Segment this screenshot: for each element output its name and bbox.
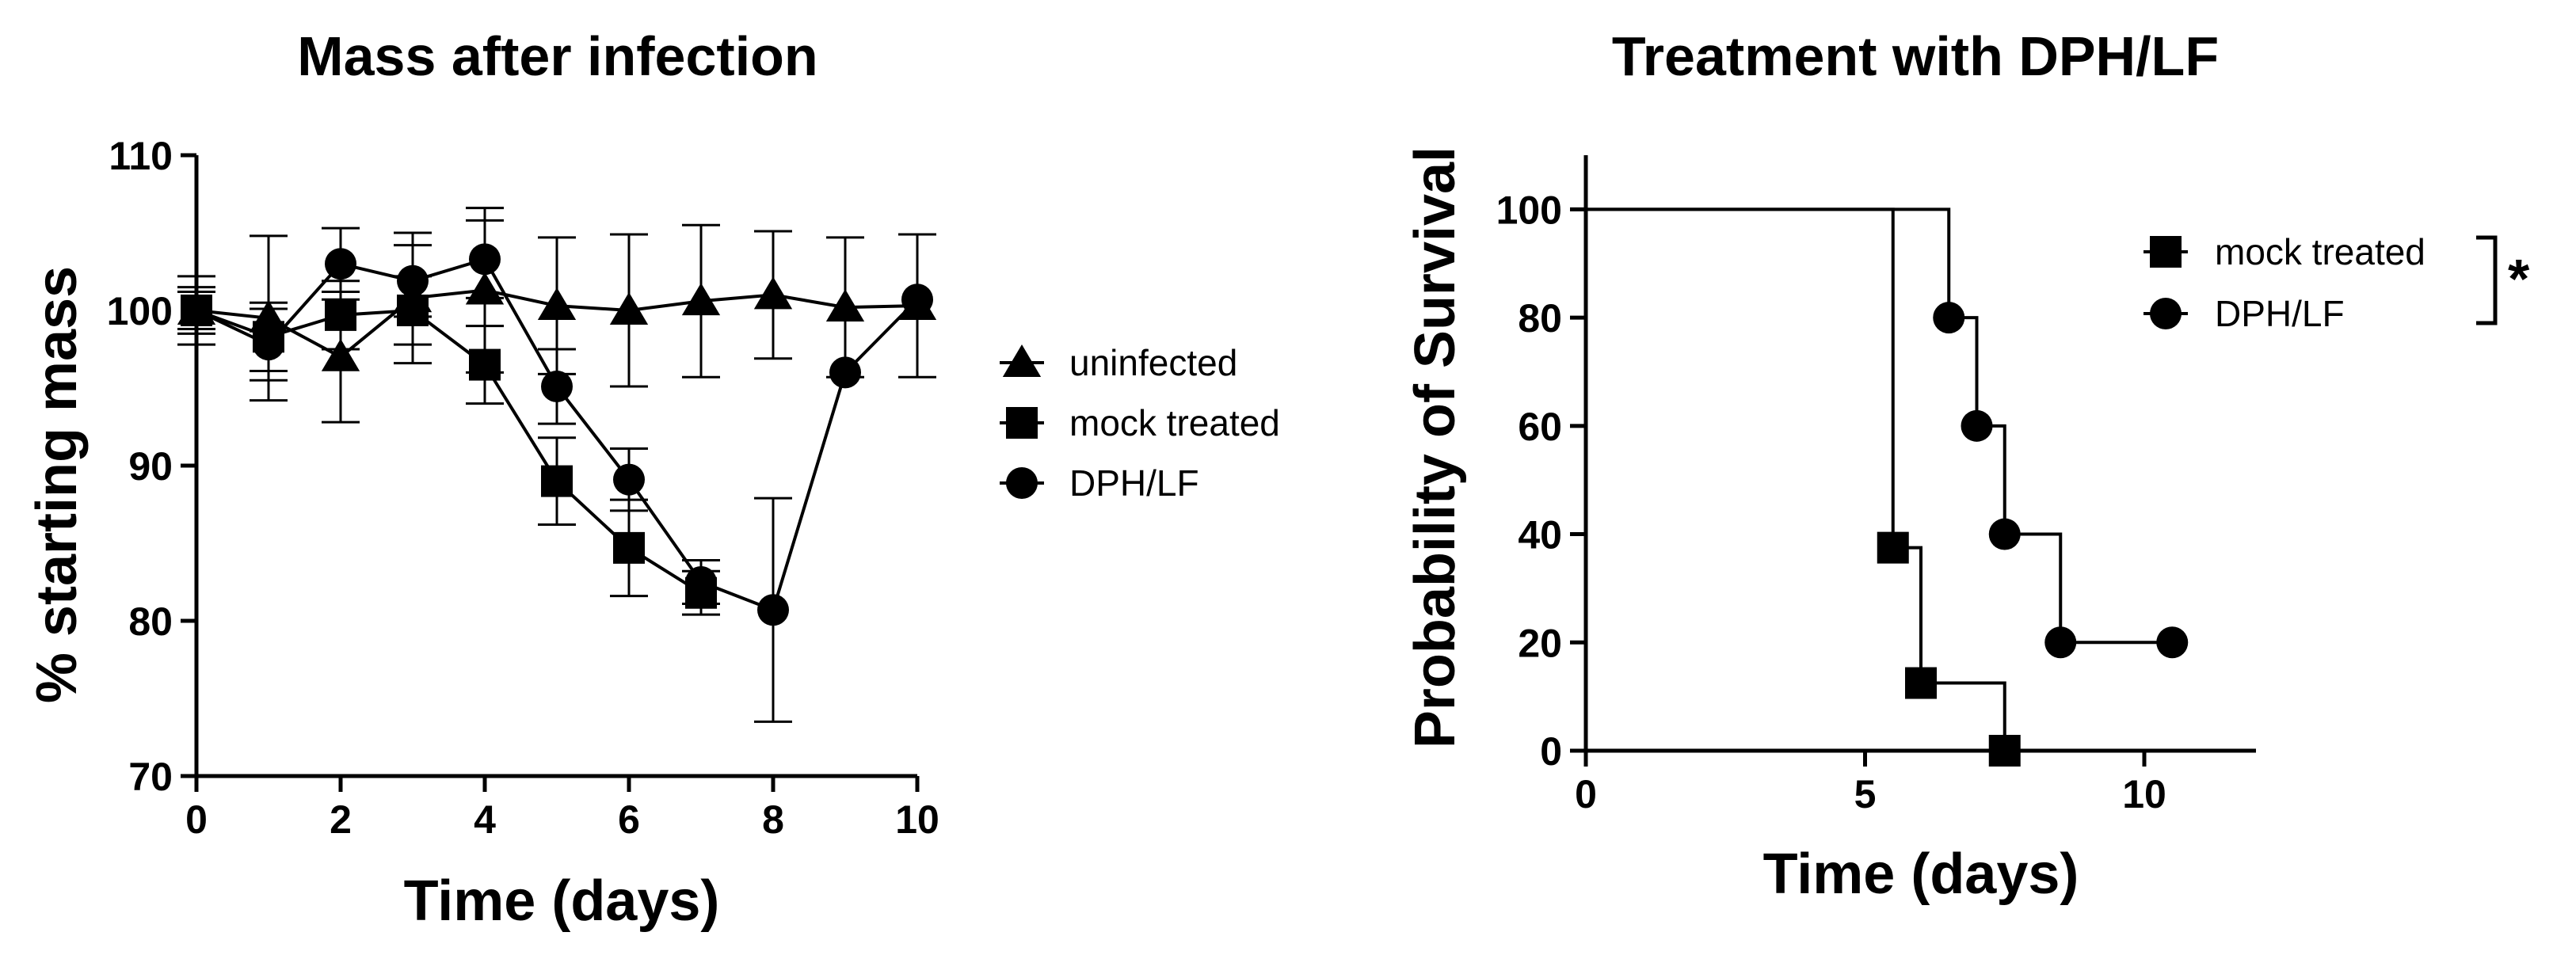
series-dph-lf — [1586, 207, 2189, 659]
data-point — [181, 295, 212, 326]
data-point — [541, 465, 573, 497]
data-point — [1933, 302, 1965, 334]
legend-label: DPH/LF — [1069, 462, 1199, 504]
data-point — [1988, 735, 2021, 767]
x-tick-label: 2 — [330, 797, 352, 842]
x-tick-label: 10 — [2122, 772, 2166, 816]
y-tick-label: 20 — [1518, 621, 1562, 665]
survival-chart: Treatment with DPH/LF Time (days) Probab… — [1404, 25, 2530, 906]
data-point — [325, 248, 356, 280]
data-point — [901, 283, 933, 316]
data-point — [2044, 626, 2077, 659]
significance-star: * — [2508, 248, 2530, 310]
legend-marker — [2150, 236, 2182, 268]
mass-chart-axes: 70 80 90 100 110 0 2 4 6 8 10 — [107, 134, 939, 842]
data-point — [613, 463, 645, 496]
legend-marker — [1006, 467, 1038, 499]
survival-chart-legend: mock treated DPH/LF * — [2143, 231, 2530, 334]
series-mock-treated — [177, 275, 720, 616]
data-point — [1961, 409, 1993, 442]
y-tick-label: 100 — [1496, 188, 1562, 232]
survival-step-line — [1586, 207, 2173, 645]
data-point — [1905, 667, 1937, 699]
mass-chart-ylabel: % starting mass — [25, 266, 89, 703]
y-tick-label: 80 — [128, 599, 173, 644]
x-tick-label: 0 — [185, 797, 208, 842]
x-tick-label: 6 — [618, 797, 640, 842]
data-point — [685, 566, 717, 598]
x-tick-label: 8 — [762, 797, 784, 842]
x-tick-label: 5 — [1854, 772, 1877, 816]
series-dph-lf — [177, 219, 933, 723]
data-point — [537, 287, 577, 321]
y-tick-label: 100 — [107, 289, 173, 333]
data-point — [1877, 531, 1909, 564]
significance-bracket — [2476, 235, 2498, 325]
y-tick-label: 90 — [128, 444, 173, 489]
survival-step-line — [1586, 207, 2006, 751]
legend-marker — [2150, 298, 2182, 329]
data-point — [753, 276, 793, 310]
data-point — [681, 283, 721, 316]
data-point — [397, 264, 429, 297]
survival-chart-ylabel: Probability of Survival — [1404, 146, 1467, 748]
survival-chart-axes: 0 20 40 60 80 100 0 5 10 — [1496, 155, 2256, 816]
data-point — [757, 594, 789, 626]
legend-label: mock treated — [2215, 231, 2425, 272]
data-point — [609, 292, 649, 325]
mass-chart: Mass after infection Time (days) % start… — [25, 25, 1280, 933]
y-tick-label: 60 — [1518, 405, 1562, 449]
y-tick-label: 40 — [1518, 513, 1562, 557]
data-point — [1988, 518, 2021, 550]
legend-marker — [1006, 407, 1038, 439]
legend-label: DPH/LF — [2215, 293, 2345, 334]
data-point — [613, 531, 645, 564]
mass-chart-legend: uninfected mock treated DPH/LF — [1000, 342, 1280, 504]
data-point — [2156, 626, 2189, 659]
y-tick-label: 0 — [1540, 729, 1562, 774]
data-point — [325, 299, 356, 331]
data-point — [829, 356, 861, 389]
data-point — [825, 289, 865, 322]
mass-chart-title: Mass after infection — [297, 25, 817, 87]
data-point — [469, 243, 501, 276]
survival-chart-title: Treatment with DPH/LF — [1612, 25, 2219, 87]
mass-chart-xlabel: Time (days) — [404, 869, 720, 933]
data-point — [253, 329, 284, 361]
legend-label: uninfected — [1069, 342, 1237, 383]
series-mock-treated — [1586, 207, 2021, 767]
legend-marker — [1002, 344, 1042, 377]
data-point — [541, 371, 573, 403]
data-point — [469, 348, 501, 381]
survival-chart-xlabel: Time (days) — [1763, 843, 2079, 906]
legend-label: mock treated — [1069, 402, 1280, 443]
y-tick-label: 110 — [109, 134, 173, 178]
x-tick-label: 4 — [474, 797, 496, 842]
data-point — [321, 338, 360, 371]
x-tick-label: 10 — [895, 797, 939, 842]
y-tick-label: 80 — [1518, 296, 1562, 341]
y-tick-label: 70 — [128, 755, 173, 799]
x-tick-label: 0 — [1575, 772, 1597, 816]
